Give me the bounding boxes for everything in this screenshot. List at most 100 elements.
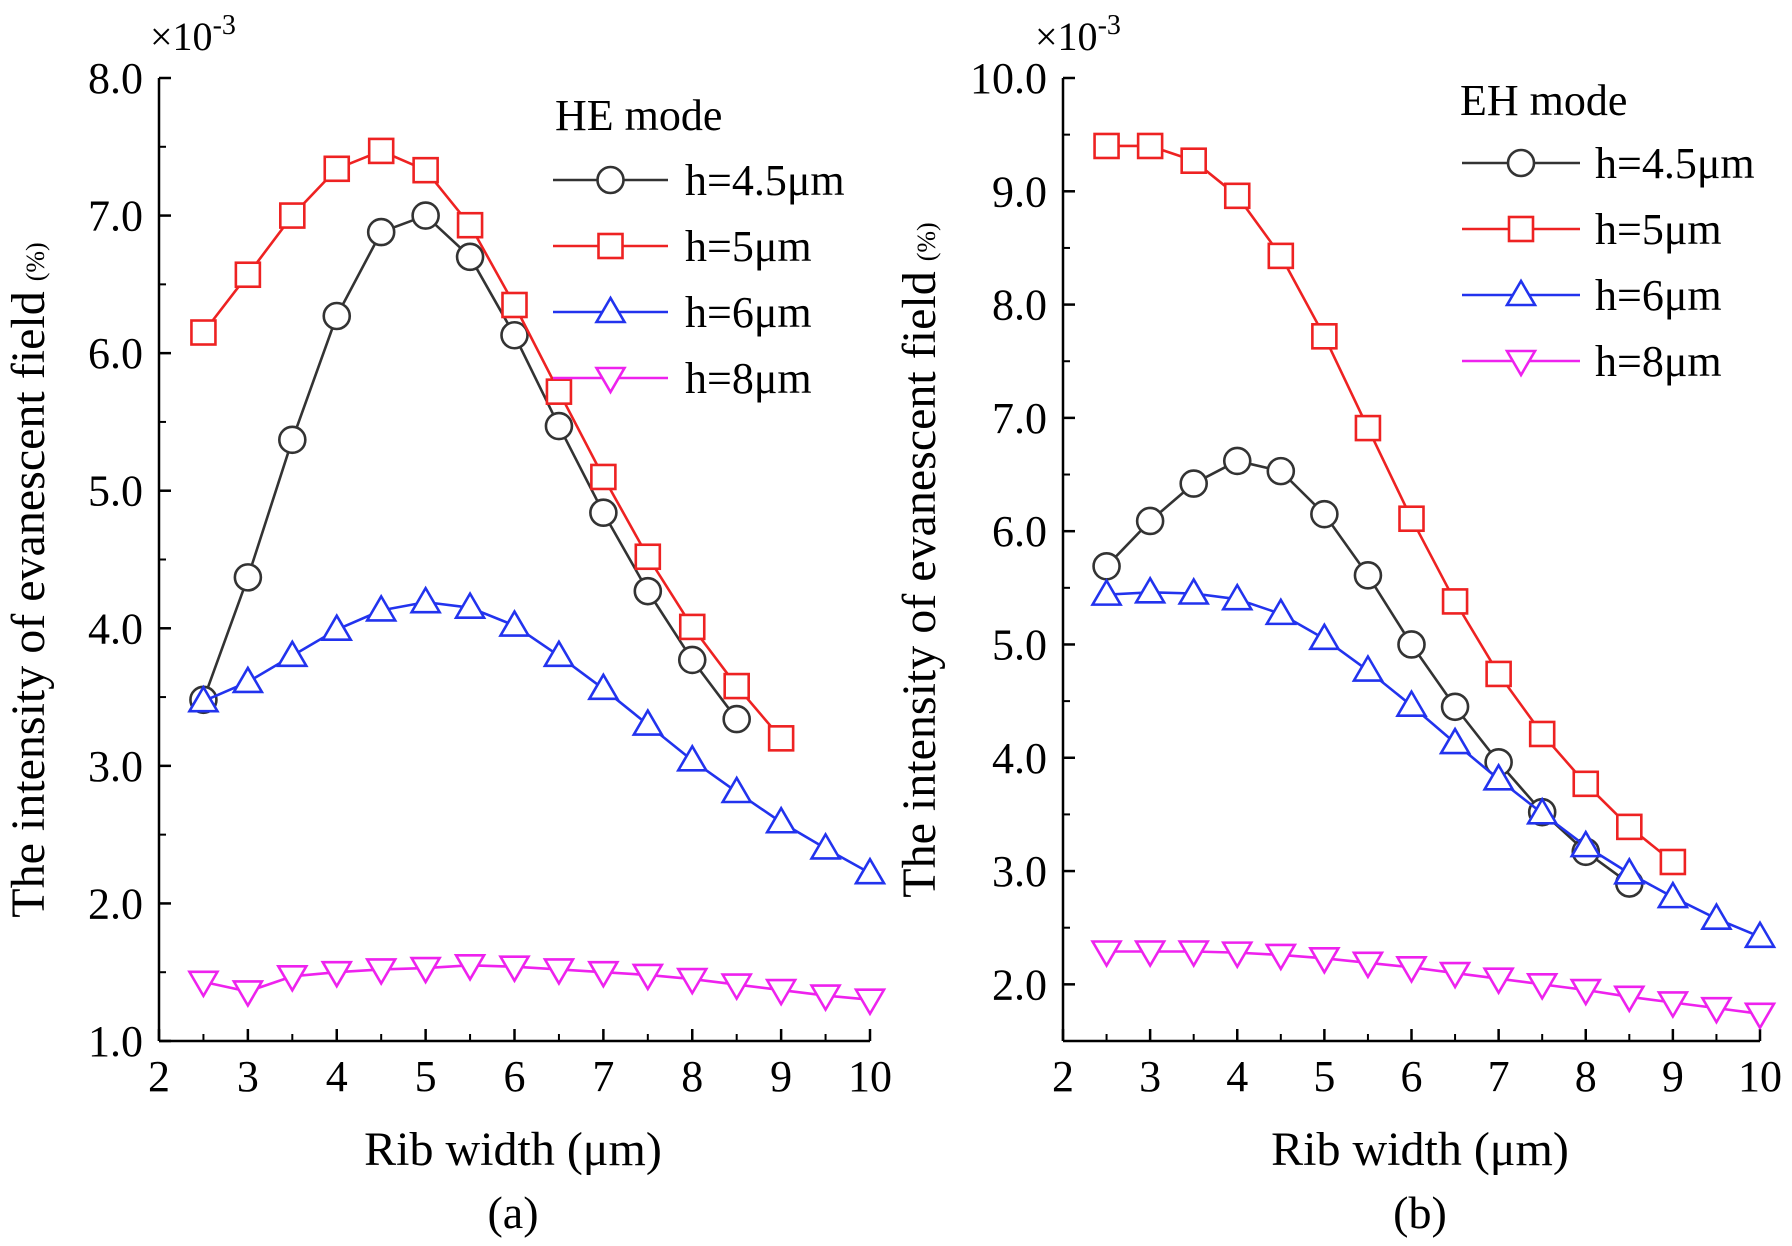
data-point-circle [1440,692,1470,722]
data-point-triangle-up [675,743,709,772]
data-point-triangle-up [498,608,531,637]
series-line-triangle-down [203,964,871,1002]
data-point-triangle-down [1438,961,1472,990]
y-tick-label: 10.0 [970,54,1047,103]
data-point-triangle-down [320,960,354,989]
y-tick-label: 5.0 [88,467,143,516]
data-point-circle [1179,469,1208,498]
data-point-triangle-up [1177,576,1210,605]
y-tick-label: 2.0 [88,879,143,928]
data-point-triangle-up [1351,653,1385,682]
data-point-square [1572,770,1600,798]
x-tick-label: 3 [1139,1052,1161,1101]
data-point-square [1616,813,1643,841]
legend-title-b: EH mode [1460,76,1627,125]
data-point-triangle-up [364,593,398,622]
panel-a: 2 3 4 5 6 7 8 9 10 1.0 2.0 3.0 4.0 5.0 6.0 7.0 8.0 ×10-3… [2,10,892,1238]
data-point-square [1441,588,1469,615]
data-point-triangle-up [631,708,665,736]
data-point-circle [1310,499,1339,529]
legend-label: h=8μm [685,354,812,403]
data-point-triangle-down [276,965,309,993]
data-point-triangle-down [1525,973,1559,1001]
data-point-square [1267,242,1295,270]
data-point-square [1398,505,1425,533]
x-tick-label: 2 [148,1052,170,1101]
data-point-triangle-up [1656,880,1690,909]
data-point-triangle-up [1525,796,1559,825]
legend-label: h=4.5μm [1595,139,1755,188]
data-point-triangle-up [409,585,442,614]
data-point-triangle-up [1395,689,1428,717]
data-point-triangle-down [1264,943,1298,972]
data-point-triangle-up [1220,582,1254,611]
y-tick-label: 6.0 [992,507,1047,556]
data-point-triangle-down [764,978,798,1007]
data-point-triangle-up [320,613,354,641]
data-point-square [501,291,528,319]
y-axis-title-b: The intensity of evanescent field(%) [893,222,946,897]
data-point-circle [1353,561,1383,590]
data-point-square [412,156,439,184]
data-point-triangle-down [409,956,442,985]
data-point-triangle-down [187,970,220,999]
data-point-triangle-up [764,805,798,834]
y-multiplier-a: ×10-3 [150,10,236,59]
legend-label: h=5μm [1595,205,1722,254]
data-point-triangle-down [1613,985,1646,1014]
data-point-triangle-down [809,984,842,1013]
data-point-triangle-up [453,591,487,619]
data-point-triangle-down [1743,1002,1777,1031]
data-point-circle [1266,456,1296,486]
data-point-triangle-down [498,955,531,984]
data-point-triangle-down [1220,941,1254,970]
data-point-triangle-up [1482,762,1515,791]
x-tick-label: 7 [592,1052,614,1101]
data-point-triangle-down [1395,956,1428,984]
data-point-circle [1222,446,1252,476]
x-axis-title-a: Rib width (μm) [364,1123,662,1176]
data-point-square [1180,147,1207,175]
data-point-triangle-up [276,639,309,668]
data-point-triangle-up [1090,578,1123,606]
data-point-square [1311,323,1338,350]
x-tick-label: 4 [326,1052,348,1101]
data-point-circle [677,645,707,675]
plot-area-b: 2 3 4 5 6 7 8 9 10 2.0 3.0 4.0 5.0 6.0 7.0 8.0 9.0 10.0 [970,54,1782,1101]
data-point-square [1136,132,1164,160]
data-point-triangle-down [1351,951,1385,980]
y-tick-label: 7.0 [992,394,1047,443]
y-tick-label: 2.0 [992,960,1047,1009]
data-point-triangle-up [187,684,220,713]
data-point-square [190,319,217,346]
legend-title-a: HE mode [555,91,722,140]
data-point-triangle-down [675,967,709,996]
data-point-square [545,378,573,405]
data-point-triangle-up [231,665,265,694]
x-tick-label: 5 [1313,1052,1335,1101]
data-point-triangle-down [631,963,665,992]
data-point-square [1528,720,1556,748]
data-point-triangle-up [1613,856,1646,885]
legend-marker [594,295,627,324]
data-point-triangle-down [231,980,265,1009]
data-point-triangle-down [587,960,620,989]
legend-marker [596,165,625,195]
data-point-square [723,672,750,700]
data-point-square [767,725,795,752]
panel-b: 2 3 4 5 6 7 8 9 10 2.0 3.0 4.0 5.0 6.0 7.0 8.0 9.0 10.0 ×… [893,10,1782,1238]
legend-a: h=4.5μm h=5μm h=6μm h=8μm [553,156,845,403]
x-tick-label: 2 [1052,1052,1074,1101]
data-point-circle [411,201,440,230]
x-tick-label: 4 [1226,1052,1248,1101]
data-point-circle [589,498,618,528]
y-tick-label: 4.0 [992,734,1047,783]
legend-label: h=6μm [1595,271,1722,320]
data-point-triangle-down [853,988,887,1017]
data-point-triangle-up [587,672,620,701]
data-point-circle [633,576,663,606]
data-point-triangle-up [1264,597,1298,626]
data-point-triangle-up [1133,575,1167,604]
data-point-triangle-down [720,973,753,1002]
